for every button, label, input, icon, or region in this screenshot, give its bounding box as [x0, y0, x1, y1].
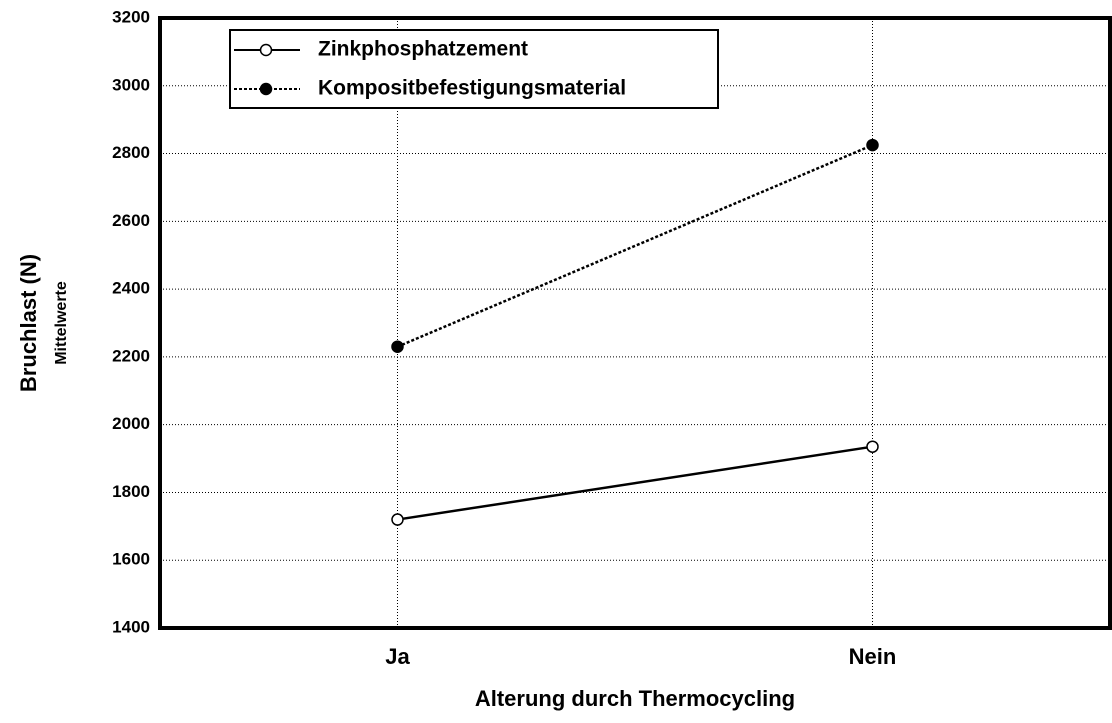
y-tick-label: 1600 [112, 550, 150, 569]
y-tick-label: 2800 [112, 143, 150, 162]
x-tick-label: Ja [385, 644, 410, 669]
y-axis-sublabel: Mittelwerte [53, 281, 70, 365]
legend-label: Kompositbefestigungsmaterial [318, 77, 626, 100]
marker [866, 138, 879, 152]
series-line [397, 143, 873, 348]
marker [391, 340, 404, 353]
marker [866, 440, 879, 453]
legend-marker [259, 43, 273, 57]
marker [391, 513, 404, 526]
x-tick-label: Nein [849, 644, 897, 669]
y-tick-label: 1800 [112, 482, 150, 501]
y-axis-label: Bruchlast (N) [16, 254, 41, 392]
y-tick-label: 2200 [112, 346, 150, 365]
legend-marker [259, 82, 273, 96]
legend-label: Zinkphosphatzement [318, 38, 528, 61]
y-tick-label: 2600 [112, 211, 150, 230]
x-axis-label: Alterung durch Thermocycling [475, 686, 795, 711]
y-tick-label: 2400 [112, 279, 150, 298]
plot-border [158, 16, 1112, 630]
y-tick-label: 3000 [112, 75, 150, 94]
y-tick-label: 2000 [112, 414, 150, 433]
y-tick-label: 3200 [112, 7, 150, 26]
series-line [397, 445, 873, 521]
legend-box [229, 29, 719, 109]
y-tick-label: 1400 [112, 617, 150, 636]
